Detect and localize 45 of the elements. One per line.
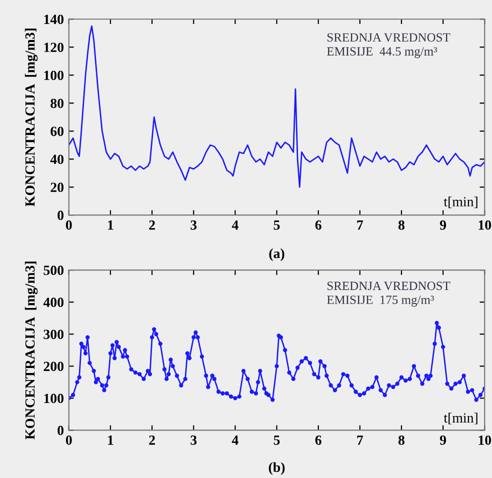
x-tick-label: 10 [478,435,492,445]
x-tick-label: 2 [149,220,155,230]
y-tick-label: 20 [50,182,64,192]
annotation: SREDNJA VREDNOST EMISIJE 44.5 mg/m³ [327,33,450,58]
y-tick-label: 100 [44,394,64,404]
y-tick-label: 120 [44,42,64,52]
annotation: SREDNJA VREDNOST EMISIJE 175 mg/m³ [327,282,450,307]
x-tick-label: 7 [357,436,364,445]
y-axis-title: KONCENTRACIJA [mg/m3] [24,262,38,440]
x-tick-label: 3 [190,436,197,445]
x-tick-label: 7 [357,220,364,230]
y-tick-label: 100 [44,70,64,80]
x-tick-label: 1 [108,436,114,445]
x-tick-label: 3 [190,220,197,230]
text: (b) [268,462,285,475]
x-tick-label: 5 [274,220,280,230]
y-tick-label: 40 [50,154,64,164]
y-tick-label: 500 [44,266,64,276]
x-tick-label: 0 [66,220,72,230]
y-tick-label: 300 [44,330,64,340]
line-series [68,25,485,188]
x-tick-label: 9 [440,436,446,445]
y-tick-label: 80 [50,98,64,108]
x-tick-label: 0 [66,435,72,445]
y-axis-title: KONCENTRACIJA [mg/m3] [24,28,38,206]
y-tick-label: 400 [43,298,64,308]
y-tick-label: 140 [44,14,64,24]
x-tick-label: 1 [108,220,114,230]
y-tick-label: 200 [44,362,64,372]
x-tick-label: 6 [315,436,322,445]
x-tick-label: 5 [274,436,280,445]
x-tick-label: 2 [149,436,155,445]
x-axis-title: t[min] [444,196,478,208]
x-tick-label: 10 [478,220,492,230]
x-tick-label: 8 [398,220,404,230]
x-tick-label: 4 [232,220,238,230]
y-tick-label: 60 [50,126,64,136]
y-tick-label: 0 [58,426,64,436]
x-axis-title: t[min] [444,412,478,424]
x-tick-label: 6 [315,220,322,230]
text: (a) [269,248,284,262]
x-tick-label: 9 [440,220,446,230]
x-tick-label: 8 [398,435,404,445]
x-tick-label: 4 [232,436,238,445]
y-tick-label: 0 [58,210,64,220]
